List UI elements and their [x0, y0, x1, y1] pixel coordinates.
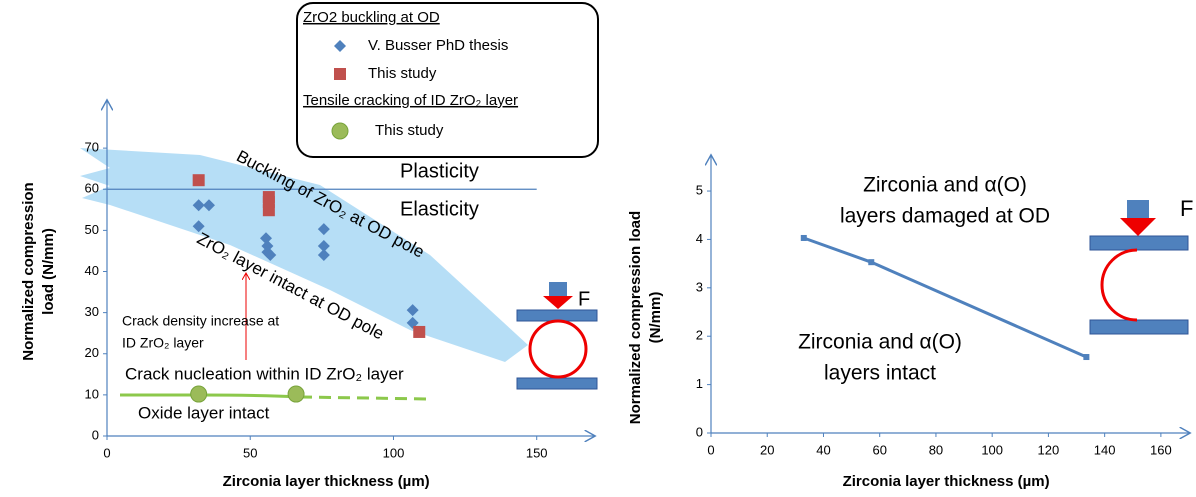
annotation: F [578, 288, 590, 310]
legend-heading: Tensile cracking of ID ZrO₂ layer [303, 92, 518, 109]
annotation: F [1180, 196, 1193, 221]
x-tick-label: 100 [981, 442, 1003, 457]
annotation: layers damaged at OD [840, 205, 1050, 228]
data-point [868, 259, 874, 265]
x-tick-label: 40 [816, 442, 830, 457]
annotation: Elasticity [400, 198, 479, 220]
x-tick-label: 20 [760, 442, 774, 457]
annotation: Zirconia and α(O) [798, 331, 962, 354]
annotation: Crack nucleation within ID ZrO₂ layer [125, 364, 404, 383]
annotation: Zirconia and α(O) [863, 174, 1027, 197]
x-tick-label: 160 [1150, 442, 1172, 457]
data-point [801, 235, 807, 241]
y-axis-title: Normalized compression [20, 182, 37, 360]
annotation: Oxide layer intact [138, 403, 270, 422]
annotation: ID ZrO₂ layer [122, 335, 204, 351]
y-axis-title: load (N/mm) [40, 228, 57, 315]
y-tick-label: 3 [696, 279, 703, 294]
data-point [193, 174, 205, 186]
y-tick-label: 4 [696, 231, 703, 246]
legend-heading: ZrO2 buckling at OD [303, 9, 440, 26]
x-axis-title: Zirconia layer thickness (µm) [223, 473, 430, 490]
x-tick-label: 60 [872, 442, 886, 457]
annotation: layers intact [824, 362, 936, 385]
annotation: Plasticity [400, 160, 479, 182]
y-tick-label: 60 [85, 181, 99, 196]
x-tick-label: 0 [103, 445, 110, 460]
x-tick-label: 100 [383, 445, 405, 460]
y-tick-label: 70 [85, 140, 99, 155]
data-point [263, 204, 275, 216]
x-tick-label: 0 [707, 442, 714, 457]
legend-label: This study [375, 122, 444, 139]
x-tick-label: 150 [526, 445, 548, 460]
y-tick-label: 40 [85, 263, 99, 278]
slide: 050100150010203040506070Zirconia layer t… [0, 0, 1196, 497]
data-point [191, 386, 207, 402]
y-tick-label: 0 [92, 427, 99, 442]
legend-marker [334, 68, 346, 80]
crack-line-dashed [300, 397, 430, 399]
annotation: Crack density increase at [122, 313, 279, 329]
x-tick-label: 50 [243, 445, 257, 460]
x-axis-title: Zirconia layer thickness (µm) [843, 473, 1050, 490]
y-tick-label: 5 [696, 182, 703, 197]
data-point [288, 386, 304, 402]
y-tick-label: 0 [696, 424, 703, 439]
y-tick-label: 50 [85, 222, 99, 237]
legend-label: This study [368, 65, 437, 82]
y-tick-label: 1 [696, 376, 703, 391]
x-tick-label: 80 [929, 442, 943, 457]
legend-label: V. Busser PhD thesis [368, 37, 508, 54]
x-tick-label: 120 [1038, 442, 1060, 457]
y-tick-label: 2 [696, 328, 703, 343]
x-tick-label: 140 [1094, 442, 1116, 457]
y-axis-title: (N/mm) [647, 292, 664, 344]
legend-marker [332, 123, 348, 139]
y-axis-title: Normalized compression load [627, 211, 644, 424]
y-tick-label: 20 [85, 345, 99, 360]
data-point [413, 326, 425, 338]
ring-diagram [1090, 200, 1188, 334]
y-tick-label: 10 [85, 386, 99, 401]
crack-line [120, 395, 300, 397]
data-point [1083, 354, 1089, 360]
y-tick-label: 30 [85, 304, 99, 319]
